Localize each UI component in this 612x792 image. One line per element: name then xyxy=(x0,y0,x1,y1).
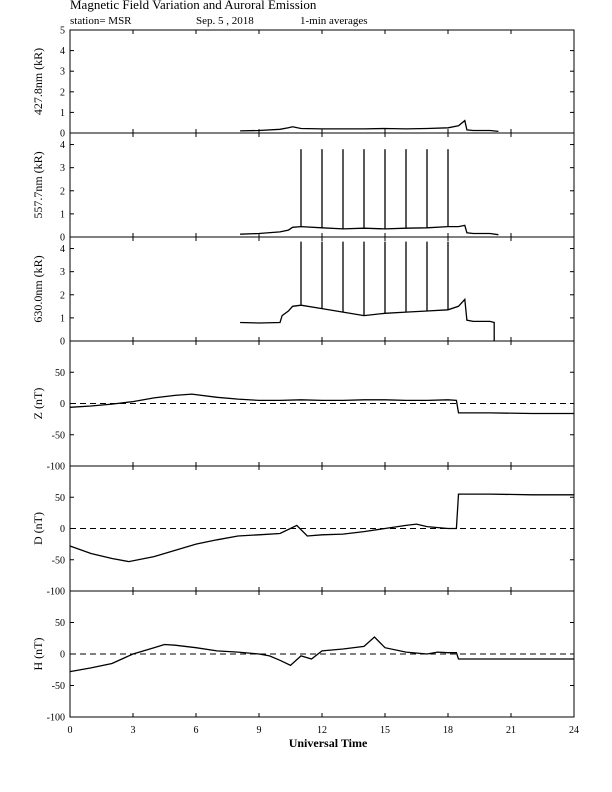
y-tick-label: 4 xyxy=(60,140,65,151)
y-tick-label: 1 xyxy=(60,108,65,119)
y-axis-label: D (nT) xyxy=(31,512,45,545)
y-tick-label: 2 xyxy=(60,290,65,301)
series-line xyxy=(240,119,499,133)
y-tick-label: -50 xyxy=(52,681,65,692)
y-tick-label: 3 xyxy=(60,163,65,174)
y-tick-label: 5 xyxy=(60,26,65,37)
y-tick-label: 0 xyxy=(60,524,65,535)
y-tick-label: 0 xyxy=(60,233,65,244)
y-axis-label: 557.7nm (kR) xyxy=(31,151,45,218)
y-tick-label: 0 xyxy=(60,399,65,410)
y-tick-label: -100 xyxy=(47,587,65,598)
y-axis-label: H (nT) xyxy=(31,638,45,671)
y-tick-label: 50 xyxy=(55,618,65,629)
y-tick-label: 1 xyxy=(60,313,65,324)
date-label: Sep. 5 , 2018 xyxy=(196,15,254,27)
x-tick-label: 0 xyxy=(68,725,73,736)
y-tick-label: 1 xyxy=(60,209,65,220)
x-tick-label: 24 xyxy=(569,725,579,736)
y-tick-label: 50 xyxy=(55,493,65,504)
y-tick-label: -50 xyxy=(52,555,65,566)
y-tick-label: -50 xyxy=(52,430,65,441)
x-tick-label: 3 xyxy=(131,725,136,736)
station-label: station= MSR xyxy=(70,15,132,27)
x-tick-label: 21 xyxy=(506,725,516,736)
y-axis-label: 427.8nm (kR) xyxy=(31,48,45,115)
y-axis-label: Z (nT) xyxy=(31,388,45,420)
y-tick-label: 3 xyxy=(60,67,65,78)
y-tick-label: 0 xyxy=(60,337,65,348)
series-line xyxy=(69,493,574,563)
x-tick-label: 18 xyxy=(443,725,453,736)
series-line xyxy=(69,636,574,673)
y-tick-label: 50 xyxy=(55,368,65,379)
x-tick-label: 12 xyxy=(317,725,327,736)
y-tick-label: -100 xyxy=(47,462,65,473)
y-tick-label: 4 xyxy=(60,244,65,255)
y-axis-label: 630.0nm (kR) xyxy=(31,255,45,322)
y-tick-label: -100 xyxy=(47,713,65,724)
x-tick-label: 6 xyxy=(194,725,199,736)
y-tick-label: 2 xyxy=(60,186,65,197)
y-tick-label: 3 xyxy=(60,267,65,278)
y-tick-label: 2 xyxy=(60,87,65,98)
x-axis-label: Universal Time xyxy=(289,736,368,750)
x-tick-label: 15 xyxy=(380,725,390,736)
figure-title: Magnetic Field Variation and Auroral Emi… xyxy=(70,0,317,12)
x-tick-label: 9 xyxy=(257,725,262,736)
y-tick-label: 0 xyxy=(60,650,65,661)
averaging-label: 1-min averages xyxy=(300,15,368,27)
series-line xyxy=(69,393,574,415)
series-line xyxy=(240,224,499,236)
y-tick-label: 0 xyxy=(60,129,65,140)
panel-frame xyxy=(69,29,575,134)
series-line xyxy=(240,297,495,341)
y-tick-label: 4 xyxy=(60,46,65,57)
